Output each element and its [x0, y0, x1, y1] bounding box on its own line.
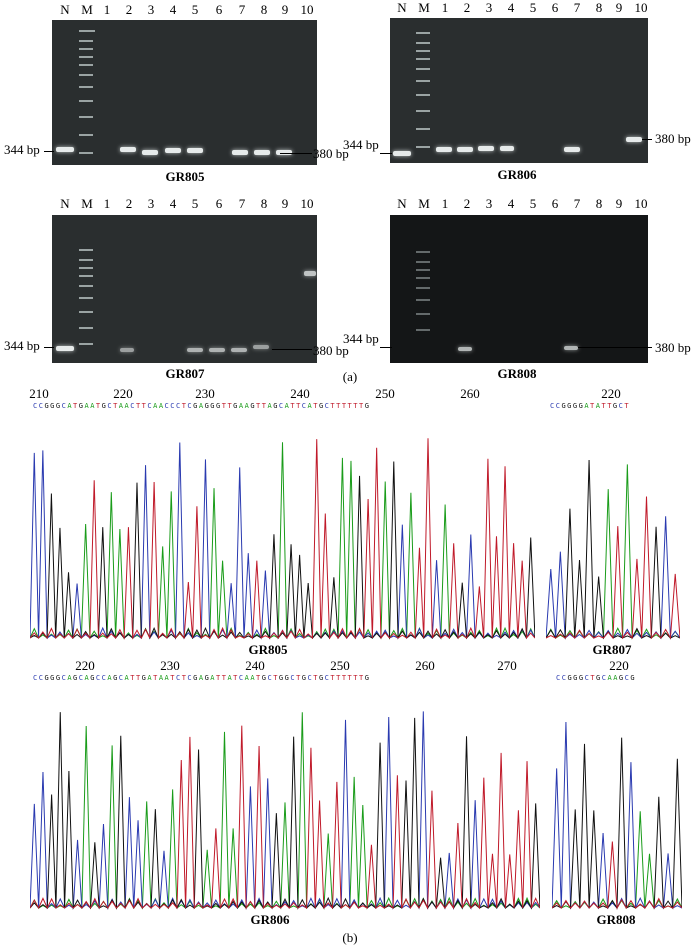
- bp-label-left: 344 bp: [343, 331, 379, 346]
- lane-label-m: M: [418, 0, 430, 15]
- trace-plot: [30, 438, 535, 640]
- lane-label-1: 1: [103, 2, 111, 17]
- gel-name: GR807: [165, 366, 205, 381]
- trace-t: [30, 725, 540, 910]
- bp-label-right: 380 bp: [655, 131, 691, 146]
- chromatogram-name: GR807: [592, 642, 632, 657]
- lane-label-8: 8: [595, 0, 603, 15]
- trace-plot: [546, 460, 680, 640]
- lane-label-4: 4: [169, 196, 177, 211]
- position-label: 260: [415, 658, 435, 673]
- lane-label-4: 4: [507, 0, 515, 15]
- position-label: 250: [375, 386, 395, 401]
- lane-label-2: 2: [125, 196, 133, 211]
- lane-label-2: 2: [125, 2, 133, 17]
- lane-label-4: 4: [507, 196, 515, 211]
- lane-label-6: 6: [551, 196, 559, 211]
- bp-label-left: 344 bp: [4, 338, 40, 353]
- gel-name: GR808: [497, 366, 537, 381]
- lane-label-8: 8: [595, 196, 603, 211]
- gel-image: [52, 20, 317, 165]
- trace-t: [546, 496, 680, 640]
- lane-label-10: 10: [634, 196, 648, 211]
- position-label: 250: [330, 658, 350, 673]
- trace-plot: [30, 711, 540, 910]
- lane-label-n: N: [60, 2, 70, 17]
- lane-label-10: 10: [300, 196, 314, 211]
- lane-label-n: N: [397, 0, 407, 15]
- panel-label-b: (b): [342, 930, 358, 945]
- lane-label-n: N: [60, 196, 70, 211]
- gel-name: GR805: [165, 169, 205, 184]
- lane-label-5: 5: [191, 196, 199, 211]
- gel-image: [390, 215, 648, 363]
- base-sequence: CCGGGCAGCAGCCAGCATTGATAATCTCGAGATTATCAAT…: [33, 674, 371, 682]
- bp-label-left: 344 bp: [343, 137, 379, 152]
- lane-label-2: 2: [463, 196, 471, 211]
- chromatogram-name: GR808: [596, 912, 636, 927]
- lane-label-1: 1: [441, 0, 449, 15]
- trace-t: [552, 841, 682, 910]
- trace-plot: [552, 721, 682, 910]
- bp-label-left: 344 bp: [4, 142, 40, 157]
- base-sequence: CCGGGCTGCAAGCG: [556, 674, 637, 682]
- trace-t: [30, 438, 535, 640]
- lane-label-10: 10: [300, 2, 314, 17]
- lane-label-9: 9: [615, 0, 623, 15]
- position-label: 260: [460, 386, 480, 401]
- lane-label-9: 9: [281, 196, 289, 211]
- bp-label-right: 380 bp: [313, 343, 349, 358]
- position-label: 230: [160, 658, 180, 673]
- position-label: 220: [601, 386, 621, 401]
- lane-label-3: 3: [147, 2, 155, 17]
- lane-label-3: 3: [147, 196, 155, 211]
- chromatogram-name: GR806: [250, 912, 290, 927]
- lane-label-6: 6: [551, 0, 559, 15]
- lane-label-7: 7: [573, 196, 581, 211]
- gel-image: [390, 18, 648, 163]
- lane-label-3: 3: [485, 196, 493, 211]
- base-sequence: CCGGGGATATTGCT: [550, 402, 631, 410]
- bp-label-right: 380 bp: [313, 146, 349, 161]
- lane-label-4: 4: [169, 2, 177, 17]
- panel-label-a: (a): [342, 369, 358, 384]
- lane-label-8: 8: [260, 196, 268, 211]
- lane-label-n: N: [397, 196, 407, 211]
- bp-label-right: 380 bp: [655, 340, 691, 355]
- lane-label-9: 9: [615, 196, 623, 211]
- lane-label-m: M: [81, 2, 93, 17]
- gel-image: [52, 215, 317, 363]
- chromatogram-name: GR805: [248, 642, 288, 657]
- lane-label-5: 5: [529, 0, 537, 15]
- position-label: 230: [195, 386, 215, 401]
- lane-label-2: 2: [463, 0, 471, 15]
- position-label: 220: [113, 386, 133, 401]
- position-label: 220: [75, 658, 95, 673]
- base-sequence: CCGGGCATGAATGCTAACTTCAACCCTCGAGGGTTGAAGT…: [33, 402, 371, 410]
- position-label: 240: [245, 658, 265, 673]
- lane-label-7: 7: [573, 0, 581, 15]
- lane-label-9: 9: [281, 2, 289, 17]
- lane-label-6: 6: [215, 196, 223, 211]
- position-label: 220: [609, 658, 629, 673]
- lane-label-5: 5: [191, 2, 199, 17]
- lane-label-5: 5: [529, 196, 537, 211]
- position-label: 270: [497, 658, 517, 673]
- lane-label-10: 10: [634, 0, 648, 15]
- trace-g: [30, 461, 535, 640]
- lane-label-3: 3: [485, 0, 493, 15]
- lane-label-1: 1: [103, 196, 111, 211]
- lane-label-8: 8: [260, 2, 268, 17]
- trace-g: [546, 460, 680, 640]
- lane-label-7: 7: [238, 2, 246, 17]
- lane-label-7: 7: [238, 196, 246, 211]
- position-label: 210: [29, 386, 49, 401]
- trace-g: [552, 737, 682, 910]
- lane-label-1: 1: [441, 196, 449, 211]
- gel-name: GR806: [497, 167, 537, 182]
- lane-label-m: M: [418, 196, 430, 211]
- lane-label-6: 6: [215, 2, 223, 17]
- position-label: 240: [290, 386, 310, 401]
- lane-label-m: M: [81, 196, 93, 211]
